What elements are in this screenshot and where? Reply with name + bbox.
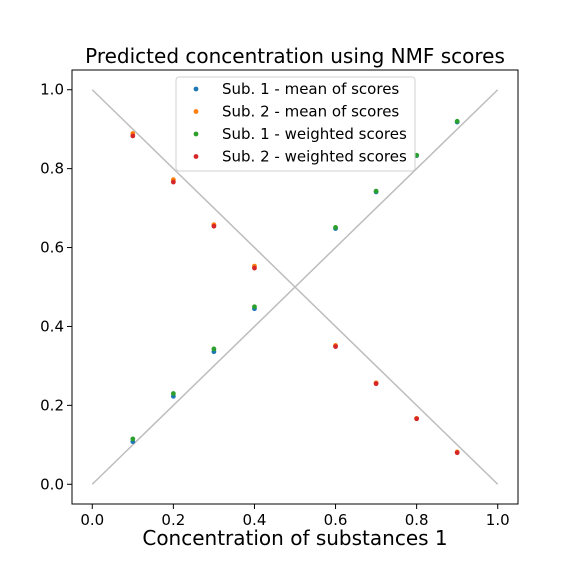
series-3-point [454, 118, 460, 124]
series-4-point [333, 344, 338, 349]
series-4-point [454, 450, 460, 456]
series-3-point [333, 225, 338, 230]
x-axis-label: Concentration of substances 1 [142, 526, 447, 550]
y-tick-label: 0.8 [40, 160, 64, 178]
x-axis: 0.0 0.2 0.4 0.6 0.8 1.0 [80, 504, 510, 529]
reference-line-2 [91, 89, 499, 485]
y-tick-label: 0.2 [40, 396, 64, 414]
series-4-point [130, 133, 136, 139]
y-tick-label: 0.4 [40, 317, 64, 335]
series-3-point [373, 188, 379, 194]
legend-label-2: Sub. 2 - mean of scores [222, 103, 399, 121]
plot-frame [71, 69, 519, 505]
y-tick-label: 0.0 [40, 475, 64, 493]
x-tick-label: 0.4 [243, 511, 267, 529]
legend-marker-2 [193, 109, 199, 114]
series-3-point [170, 391, 176, 396]
y-tick-label: 1.0 [40, 81, 64, 99]
chart-title: Predicted concentration using NMF scores [85, 44, 505, 68]
legend-marker-4 [193, 154, 199, 159]
reference-lines [91, 89, 499, 485]
legend: Sub. 1 - mean of scores Sub. 2 - mean of … [175, 76, 416, 172]
x-tick-label: 0.8 [405, 511, 429, 529]
x-tick-label: 0.6 [324, 511, 348, 529]
legend-label-4: Sub. 2 - weighted scores [222, 148, 407, 166]
y-axis: 0.0 0.2 0.4 0.6 0.8 1.0 [40, 81, 72, 493]
series-3-point [211, 346, 217, 352]
x-tick-label: 0.0 [80, 511, 104, 529]
series-4-point [414, 416, 420, 422]
legend-label-1: Sub. 1 - mean of scores [222, 80, 399, 98]
y-tick-label: 0.6 [40, 239, 64, 257]
series-3-point [252, 304, 257, 310]
x-tick-label: 1.0 [486, 511, 510, 529]
series-3-point [130, 436, 136, 442]
series-4-point [211, 223, 217, 229]
legend-marker-1 [193, 86, 199, 92]
series-4-point [373, 381, 379, 387]
legend-box [175, 76, 416, 172]
legend-label-3: Sub. 1 - weighted scores [222, 125, 407, 143]
series-4-point [170, 179, 176, 185]
x-tick-label: 0.2 [161, 511, 185, 529]
legend-marker-3 [193, 131, 199, 137]
series-4-point [252, 265, 257, 271]
